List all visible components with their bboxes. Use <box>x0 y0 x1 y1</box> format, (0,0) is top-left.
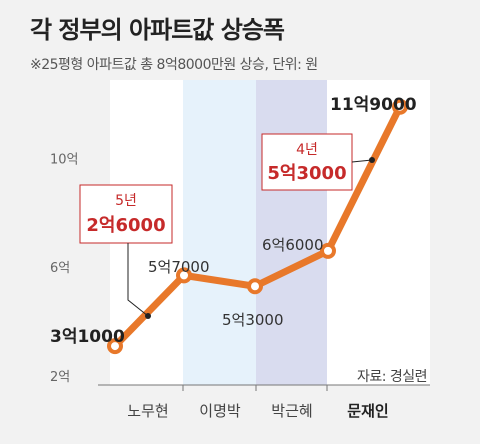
data-point <box>107 338 123 355</box>
data-point <box>320 242 336 259</box>
y-tick-label: 2억 <box>50 370 70 385</box>
annotation-box <box>79 184 173 244</box>
x-category-label: 문재인 <box>347 402 388 420</box>
annotation-leader <box>351 159 373 163</box>
annotation-amount: 5억3000 <box>267 163 346 184</box>
data-point <box>392 98 408 115</box>
x-category-label: 노무현 <box>127 402 168 420</box>
annotation-leader-dot <box>145 313 151 319</box>
period-band <box>183 80 256 385</box>
chart-title: 각 정부의 아파트값 상승폭 <box>30 16 285 44</box>
data-label: 5억7000 <box>148 258 210 276</box>
data-label: 6억6000 <box>262 236 324 254</box>
y-tick-label: 10억 <box>50 152 79 167</box>
x-category-label: 이명박 <box>199 402 241 420</box>
source-note: 자료: 경실련 <box>357 369 428 385</box>
data-label: 11억9000 <box>330 95 417 115</box>
annotation-leader-dot <box>369 157 375 163</box>
data-point <box>176 267 192 284</box>
chart-subtitle: ※25평형 아파트값 총 8억8000만원 상승, 단위: 원 <box>30 57 318 73</box>
data-point <box>247 278 263 295</box>
period-band <box>256 80 327 385</box>
annotation-box <box>261 133 353 191</box>
annotation-amount: 2억6000 <box>86 215 165 236</box>
period-band <box>327 80 430 385</box>
annotation-period: 5년 <box>115 193 137 209</box>
x-category-label: 박근혜 <box>271 402 312 420</box>
annotation-period: 4년 <box>296 142 318 158</box>
annotation-leader <box>127 243 149 317</box>
data-label: 5억3000 <box>222 311 284 329</box>
data-label: 3억1000 <box>50 327 125 347</box>
y-tick-label: 6억 <box>50 261 70 276</box>
